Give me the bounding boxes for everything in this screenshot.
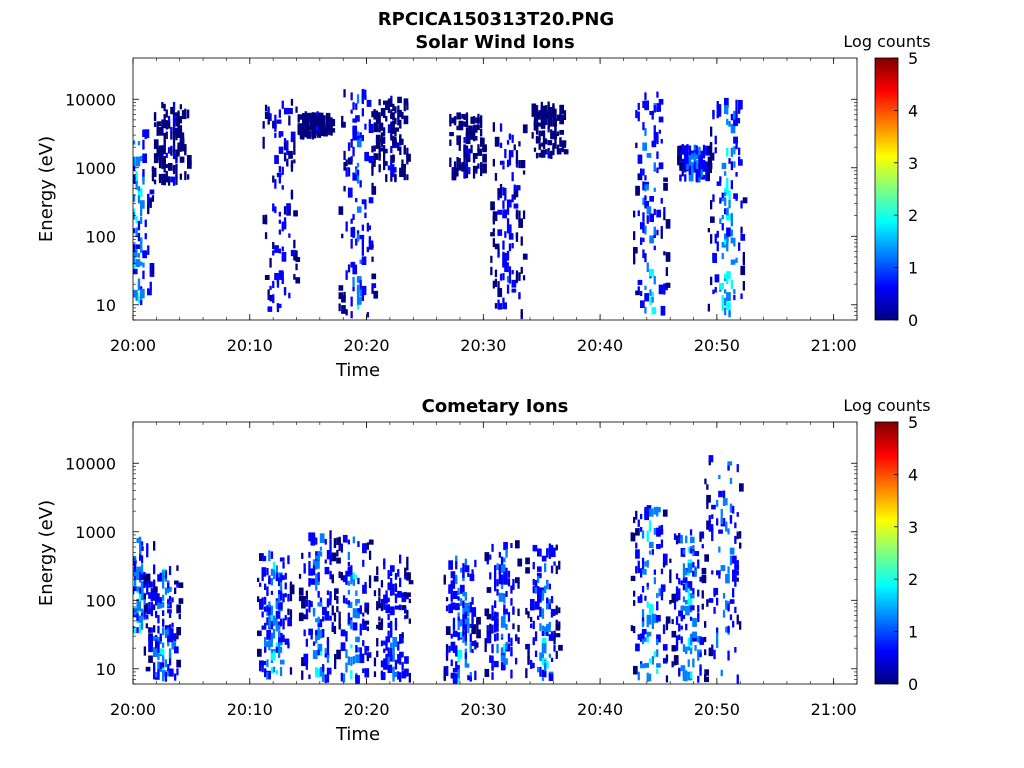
axes-box	[132, 57, 858, 321]
burst-10	[633, 91, 671, 316]
burst-10	[630, 505, 671, 683]
y-tick-label: 1000	[75, 159, 116, 178]
x-tick-label: 21:00	[811, 700, 857, 719]
panel-solar-wind-ions: Solar Wind Ions 20:00 20:10 20:20 20:30 20:40…	[36, 32, 931, 381]
colorbar-tick-label: 5	[908, 413, 918, 432]
y-axis-label: Energy (eV)	[36, 500, 57, 606]
burst-1	[133, 536, 158, 634]
y-axis: 10 100 1000 10000	[65, 90, 857, 321]
y-tick-label: 10000	[65, 454, 116, 473]
colorbar-tick-label: 0	[908, 311, 918, 330]
colorbar-tick-label: 3	[908, 518, 918, 537]
burst-8	[484, 540, 523, 680]
x-tick-label: 20:10	[227, 700, 273, 719]
colorbar-label: Log counts	[843, 32, 930, 51]
burst-2	[153, 101, 192, 186]
burst-7	[449, 112, 487, 181]
burst-3	[262, 98, 301, 313]
x-axis-label: Time	[335, 360, 380, 381]
x-axis-label: Time	[335, 724, 380, 745]
x-tick-label: 21:00	[811, 336, 857, 355]
colorbar-tick-label: 2	[908, 570, 918, 589]
colorbar-gradient	[874, 421, 899, 685]
colorbar-tick-label: 4	[908, 465, 918, 484]
y-tick-label: 100	[85, 591, 116, 610]
burst-5	[338, 88, 379, 319]
colorbar-tick-label: 4	[908, 101, 918, 120]
burst-12	[704, 455, 744, 684]
y-tick-label: 100	[85, 227, 116, 246]
x-tick-label: 20:40	[577, 336, 623, 355]
colorbar-tick-label: 0	[908, 675, 918, 694]
burst-5	[334, 534, 374, 684]
x-axis: 20:00 20:10 20:20 20:30 20:40 20:50 21:00	[110, 58, 858, 355]
x-tick-label: 20:10	[227, 336, 273, 355]
heatmap-cells	[133, 455, 744, 684]
burst-11	[677, 142, 715, 183]
burst-12	[707, 97, 748, 318]
burst-9	[531, 101, 569, 159]
colorbar-tick-label: 3	[908, 154, 918, 173]
burst-2	[143, 564, 184, 682]
x-tick-label: 20:20	[343, 336, 389, 355]
colorbar-tick-label: 5	[908, 49, 918, 68]
colorbar-tick-label: 1	[908, 623, 918, 642]
x-axis: 20:00 20:10 20:20 20:30 20:40 20:50 21:00	[110, 422, 858, 719]
y-tick-label: 10000	[65, 90, 116, 109]
colorbar-gradient	[874, 57, 899, 321]
colorbar-tick-label: 1	[908, 259, 918, 278]
burst-3	[257, 550, 295, 680]
x-tick-label: 20:20	[343, 700, 389, 719]
heatmap-cells	[133, 88, 748, 320]
burst-6	[371, 95, 411, 183]
axes-box	[132, 421, 858, 685]
x-tick-label: 20:50	[694, 700, 740, 719]
colorbar-label: Log counts	[843, 396, 930, 415]
burst-4	[297, 111, 336, 140]
x-tick-label: 20:00	[110, 700, 156, 719]
y-tick-label: 10	[96, 296, 116, 315]
burst-8	[490, 122, 528, 320]
burst-7	[443, 555, 481, 684]
figure-title: RPCICA150313T20.PNG	[378, 9, 614, 30]
burst-6	[373, 554, 414, 683]
y-axis: 10 100 1000 10000	[65, 454, 857, 685]
y-axis-label: Energy (eV)	[36, 136, 57, 242]
x-tick-label: 20:50	[694, 336, 740, 355]
burst-4	[298, 530, 337, 684]
burst-1	[133, 129, 157, 306]
y-tick-label: 1000	[75, 523, 116, 542]
colorbar-tick-label: 2	[908, 206, 918, 225]
x-tick-label: 20:00	[110, 336, 156, 355]
burst-11	[669, 529, 707, 683]
panel-title: Solar Wind Ions	[415, 32, 574, 53]
x-tick-label: 20:30	[460, 336, 506, 355]
x-tick-label: 20:40	[577, 700, 623, 719]
panels: Solar Wind Ions 20:00 20:10 20:20 20:30 20:40…	[36, 32, 931, 745]
burst-9	[525, 543, 563, 681]
x-tick-label: 20:30	[460, 700, 506, 719]
y-tick-label: 10	[96, 660, 116, 679]
panel-title: Cometary Ions	[422, 396, 569, 417]
